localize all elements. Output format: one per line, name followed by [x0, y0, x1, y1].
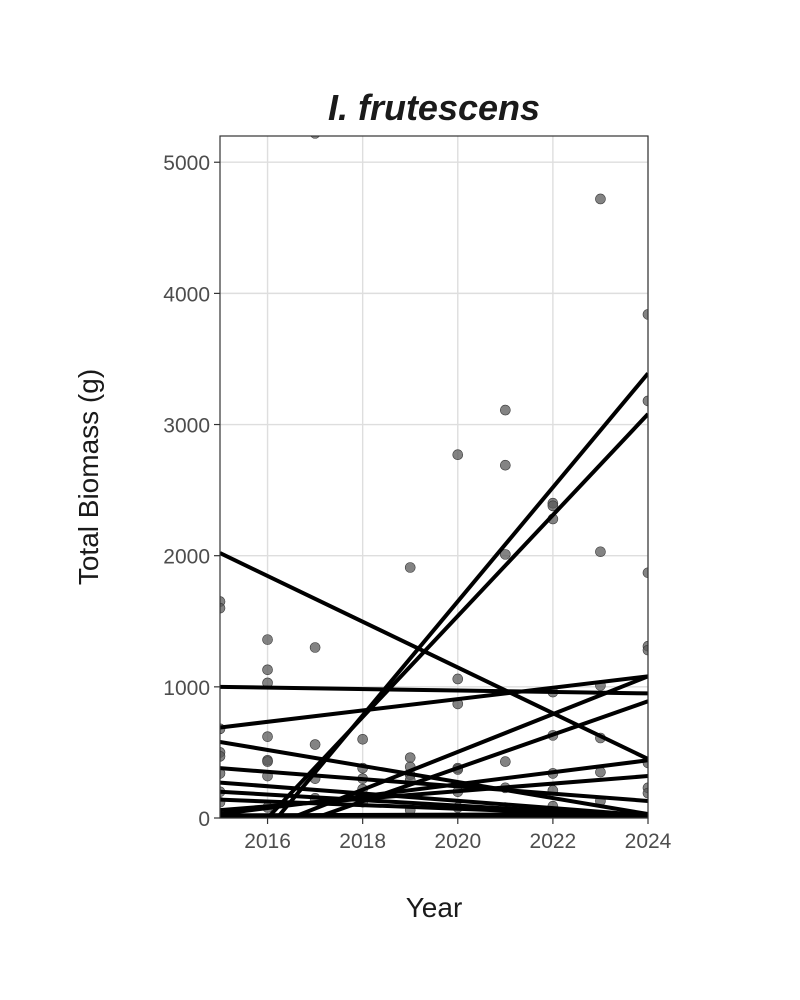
- trend-line: [220, 684, 648, 696]
- data-point: [642, 309, 648, 320]
- x-axis-title: Year: [406, 892, 463, 923]
- data-point: [262, 664, 273, 676]
- data-point: [500, 459, 511, 471]
- x-tick-label: 2024: [625, 830, 672, 853]
- chart-title: I. frutescens: [328, 87, 540, 128]
- data-point: [310, 136, 320, 139]
- x-tick-label: 2016: [244, 830, 291, 853]
- data-point: [642, 395, 648, 407]
- data-point: [547, 500, 559, 512]
- trend-line: [220, 674, 648, 730]
- y-tick-label: 1000: [163, 677, 210, 700]
- x-axis: 2016 2018 2020 2022 2024: [244, 818, 672, 853]
- data-point: [452, 673, 464, 685]
- x-tick-label: 2018: [339, 830, 386, 853]
- panel-border: [219, 135, 649, 819]
- data-point: [262, 634, 273, 645]
- y-tick-label: 3000: [163, 415, 210, 438]
- data-point: [595, 193, 606, 205]
- data-point: [357, 734, 368, 745]
- y-tick-label: 2000: [163, 546, 210, 569]
- data-point: [220, 768, 226, 779]
- grid-lines: [220, 136, 649, 819]
- y-tick-label: 5000: [163, 152, 210, 175]
- y-tick-label: 0: [198, 808, 210, 831]
- data-point: [309, 642, 321, 653]
- data-point: [500, 549, 511, 560]
- x-tick-label: 2020: [434, 830, 481, 853]
- plot-area: [220, 136, 648, 818]
- data-point: [404, 752, 416, 763]
- data-point: [309, 739, 321, 750]
- data-point: [262, 756, 273, 767]
- data-point: [220, 602, 226, 614]
- y-axis: 0 1000 2000 3000 4000 5000: [163, 152, 220, 831]
- trend-line: [220, 739, 648, 817]
- data-point: [220, 751, 226, 762]
- trend-line: [220, 780, 648, 818]
- y-tick-label: 4000: [163, 283, 210, 306]
- data-point: [500, 756, 511, 767]
- data-point: [262, 731, 273, 742]
- trend-line: [220, 774, 648, 813]
- data-point: [642, 644, 648, 656]
- data-point: [452, 449, 464, 461]
- data-point: [595, 546, 606, 558]
- trend-line: [220, 551, 648, 761]
- data-point: [642, 567, 648, 579]
- trend-line: [220, 766, 648, 803]
- data-point: [404, 562, 416, 573]
- trend-line: [266, 412, 648, 818]
- y-axis-title: Total Biomass (g): [73, 369, 104, 585]
- data-point: [642, 787, 648, 799]
- data-point: [500, 404, 511, 416]
- x-tick-label: 2022: [530, 830, 577, 853]
